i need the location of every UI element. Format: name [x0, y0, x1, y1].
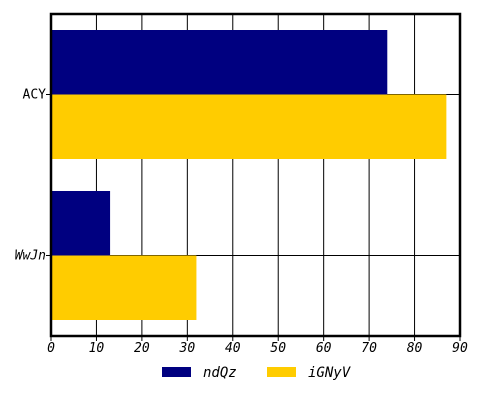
y-tick-label: ACY [23, 88, 47, 103]
legend-label-iGNyV: iGNyV [308, 365, 352, 381]
bars [51, 30, 447, 320]
bar-ndQz-ACY [51, 30, 388, 95]
plot-frame [49, 12, 462, 338]
bar-iGNyV-WwJn [51, 255, 197, 320]
bar-ndQz-WwJn [51, 191, 111, 256]
legend-swatch-ndQz [162, 367, 191, 377]
x-tick-label: 30 [179, 341, 196, 356]
legend-label-ndQz: ndQz [203, 365, 237, 381]
x-tick-label: 80 [407, 341, 423, 356]
x-tick-label: 0 [47, 341, 55, 356]
y-axis: WwJn ACY [15, 88, 51, 264]
legend: ndQz iGNyV [162, 365, 352, 381]
x-tick-label: 70 [361, 341, 377, 356]
y-tick-label: WwJn [15, 249, 46, 264]
x-tick-label: 40 [225, 341, 241, 356]
x-tick-label: 60 [316, 341, 332, 356]
x-tick-label: 10 [89, 341, 105, 356]
x-tick-label: 90 [452, 341, 468, 356]
x-tick-label: 20 [134, 341, 150, 356]
bar-iGNyV-ACY [51, 94, 447, 159]
x-axis: 0 10 20 30 40 50 60 70 80 90 [47, 336, 468, 356]
x-tick-label: 50 [270, 341, 286, 356]
legend-swatch-iGNyV [267, 367, 296, 377]
